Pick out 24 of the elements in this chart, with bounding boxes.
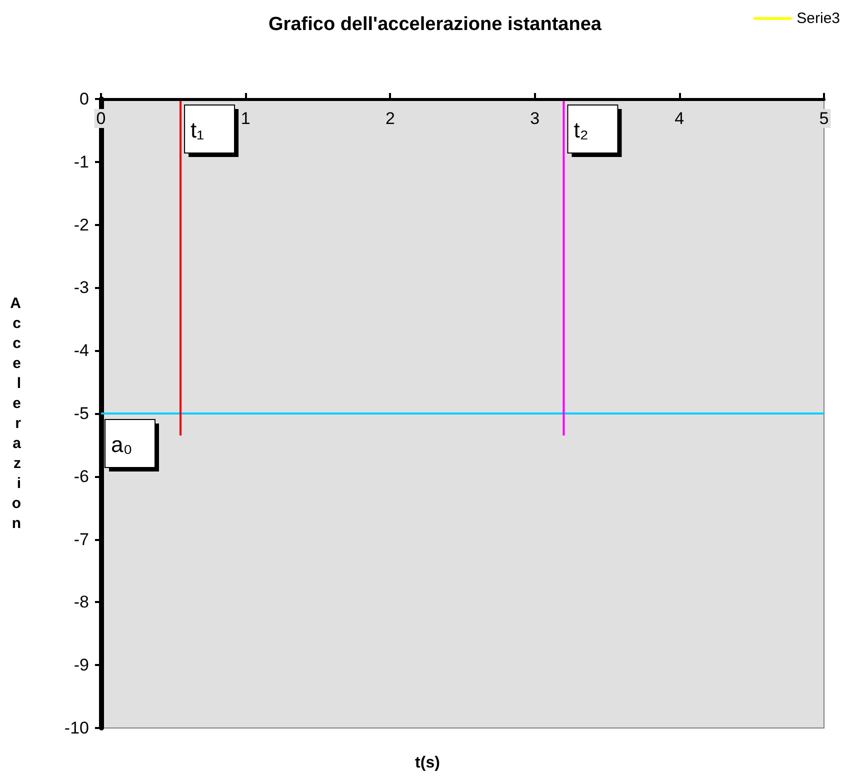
x-axis-title: t(s)	[415, 754, 440, 772]
y-tick-label: 0	[80, 90, 89, 108]
annotation: a₀	[111, 432, 132, 457]
y-tick-label: -9	[74, 656, 89, 675]
chart-title: Grafico dell'accelerazione istantanea	[268, 14, 602, 35]
y-tick-label: -8	[74, 592, 89, 612]
annotation: t₂	[574, 118, 588, 142]
x-tick-label: 0	[96, 109, 106, 128]
text: Accelerazion	[10, 295, 21, 532]
y-tick-label: -6	[74, 466, 89, 486]
y-tick-label: -1	[74, 152, 89, 172]
x-tick-label: 4	[674, 109, 684, 128]
x-tick-label: 1	[240, 109, 250, 128]
annotation: t₁	[190, 118, 204, 142]
y-tick-label: -2	[74, 215, 89, 234]
y-tick-label: -10	[64, 718, 89, 738]
y-tick-label: -4	[74, 341, 89, 360]
x-tick-label: 5	[819, 109, 829, 128]
y-tick-label: -7	[74, 530, 89, 549]
y-tick-label: -5	[74, 404, 89, 423]
x-tick-label: 2	[385, 109, 395, 128]
x-tick-label: 3	[530, 109, 540, 128]
y-tick-label: -3	[74, 278, 89, 298]
legend-label: Serie3	[796, 10, 840, 27]
